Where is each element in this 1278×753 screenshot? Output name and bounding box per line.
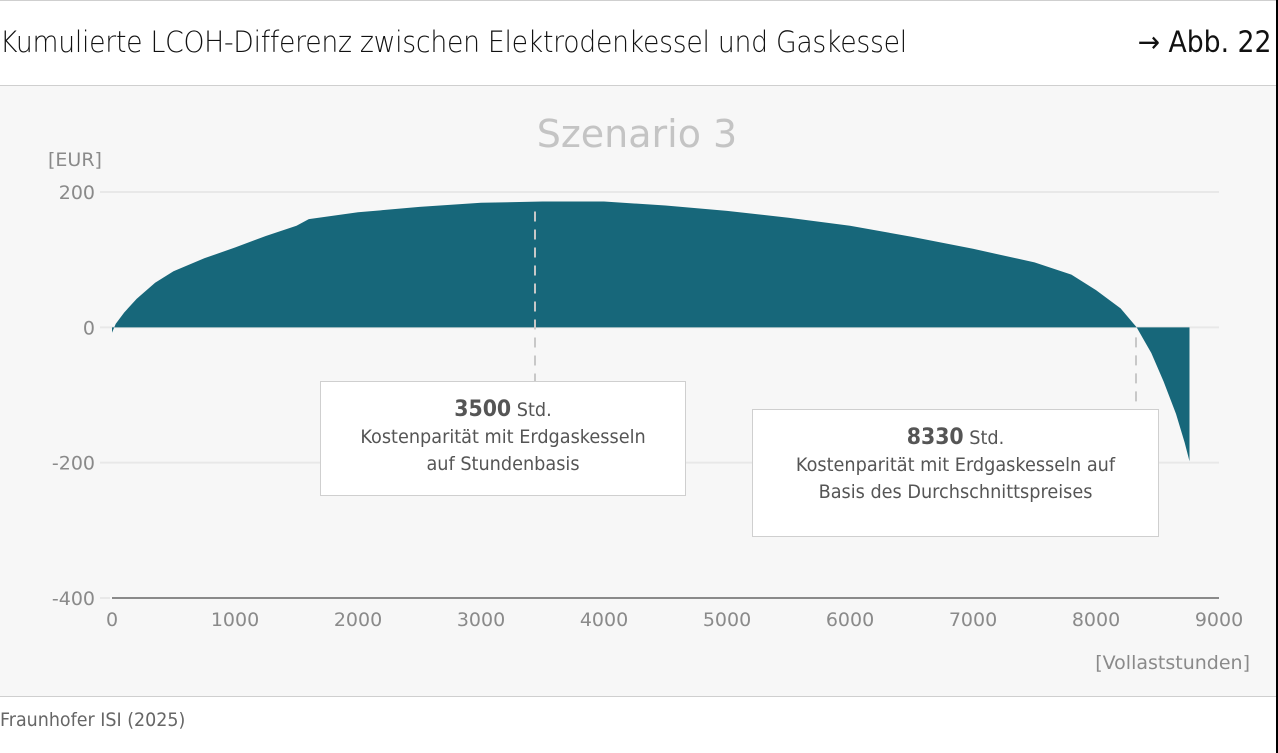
top-divider xyxy=(0,0,1278,1)
parity-markers xyxy=(534,211,1137,410)
annotation-text-line2: Basis des Durchschnittspreises xyxy=(818,481,1093,503)
x-tick-label: 7000 xyxy=(949,609,997,631)
x-tick-label: 2000 xyxy=(334,609,382,631)
x-tick-label: 1000 xyxy=(211,609,259,631)
annotation-box-3500: 3500 Std. Kostenparität mit Erdgaskessel… xyxy=(320,381,686,496)
x-tick-label: 6000 xyxy=(826,609,874,631)
x-tick-label: 8000 xyxy=(1072,609,1120,631)
annotation-text-line1: Kostenparität mit Erdgaskesseln xyxy=(360,426,646,448)
x-tick-label: 3000 xyxy=(457,609,505,631)
y-tick-label: 200 xyxy=(59,182,95,204)
y-axis-label: [EUR] xyxy=(48,149,102,171)
y-tick-label: 0 xyxy=(83,317,95,339)
annotation-value: 3500 xyxy=(454,397,512,422)
x-axis-ticks: 0 1000 2000 3000 4000 5000 6000 7000 8000 9000 xyxy=(106,609,1243,631)
x-tick-label: 9000 xyxy=(1195,609,1243,631)
y-tick-label: -400 xyxy=(52,588,95,610)
right-edge-border xyxy=(1276,0,1278,753)
data-area xyxy=(112,201,1190,462)
x-axis-label: [Vollaststunden] xyxy=(1095,652,1250,674)
x-tick-label: 4000 xyxy=(580,609,628,631)
chart-title: Szenario 3 xyxy=(537,112,738,156)
figure-title: Kumulierte LCOH-Differenz zwischen Elekt… xyxy=(0,25,907,59)
annotation-text-line1: Kostenparität mit Erdgaskesseln auf xyxy=(795,454,1116,476)
x-tick-label: 5000 xyxy=(703,609,751,631)
figure-header: Kumulierte LCOH-Differenz zwischen Elekt… xyxy=(0,1,1276,85)
annotation-box-8330: 8330 Std. Kostenparität mit Erdgaskessel… xyxy=(752,409,1159,537)
annotation-unit: Std. xyxy=(969,427,1005,449)
annotation-text-line2: auf Stundenbasis xyxy=(426,453,580,475)
y-axis-ticks: 200 0 -200 -400 xyxy=(52,182,95,610)
figure-reference-link[interactable]: → Abb. 22 xyxy=(1138,25,1272,59)
annotation-heading: 8330 Std. xyxy=(767,424,1144,452)
annotation-heading: 3500 Std. xyxy=(334,396,673,424)
y-tick-label: -200 xyxy=(52,453,95,475)
source-credit: Fraunhofer ISI (2025) xyxy=(0,709,186,731)
annotation-value: 8330 xyxy=(906,425,964,450)
x-tick-label: 0 xyxy=(106,609,118,631)
annotation-unit: Std. xyxy=(516,399,552,421)
